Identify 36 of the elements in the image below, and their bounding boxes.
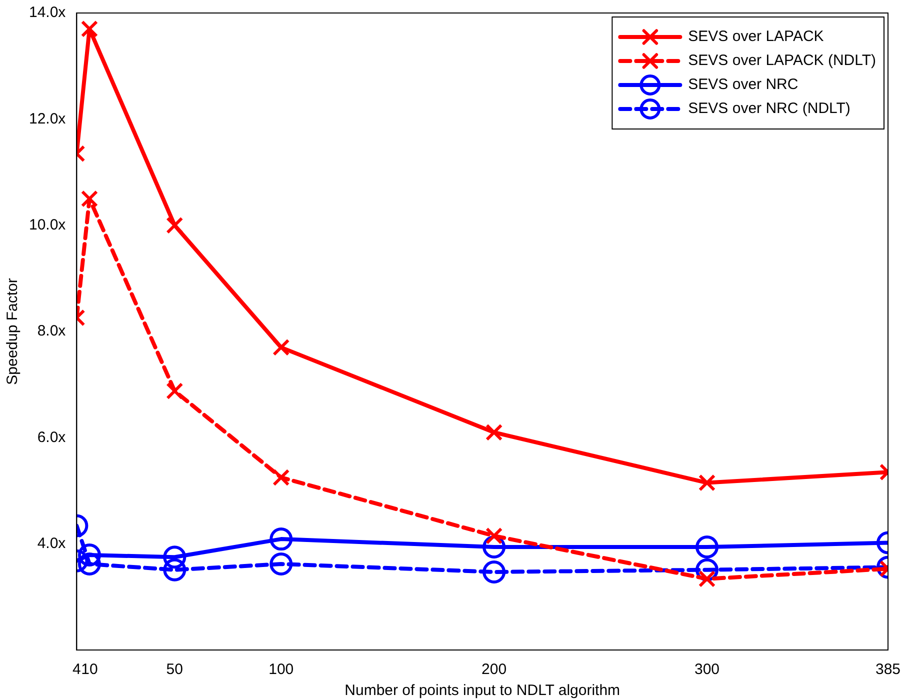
legend-label: SEVS over NRC (NDLT) [688,100,850,118]
x-tick-label: 50 [166,661,183,678]
y-tick-label: 4.0x [37,534,66,552]
point [166,382,184,400]
y-axis-title: Speedup Factor [4,278,22,385]
point [482,560,506,584]
point [78,543,101,566]
x-tick-label: 10 [81,661,98,678]
point [272,468,290,486]
point [163,546,186,569]
point [80,20,98,38]
point [166,216,184,234]
y-tick-label: 8.0x [37,322,66,340]
point [80,190,98,208]
x-tick-label: 4 [72,661,81,678]
x-tick-label: 300 [694,661,720,678]
legend-label: SEVS over LAPACK [688,28,824,46]
y-tick-label: 10.0x [28,216,66,234]
point [163,558,186,582]
point [270,528,293,551]
point [696,536,718,559]
y-tick-label: 6.0x [37,428,66,446]
x-tick-label: 385 [875,661,901,678]
point [270,552,293,576]
point [485,424,503,441]
x-tick-label: 200 [482,661,507,678]
y-tick-label: 14.0x [28,4,66,22]
x-tick-label: 100 [268,661,294,678]
x-axis-title: Number of points input to NDLT algorithm [344,682,620,700]
legend-label: SEVS over LAPACK (NDLT) [688,52,876,70]
legend-label: SEVS over NRC [688,76,798,94]
point [485,527,503,544]
point [272,338,290,356]
point [698,474,716,492]
y-tick-label: 12.0x [28,110,66,128]
point [78,552,101,576]
